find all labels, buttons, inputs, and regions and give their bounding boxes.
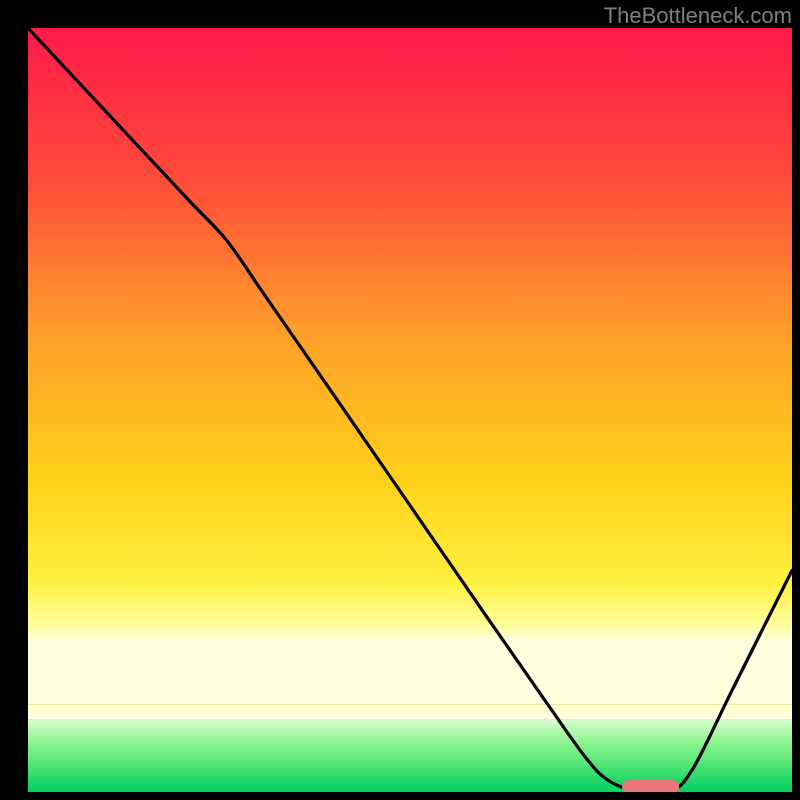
yellow-band: [28, 704, 792, 719]
optimal-marker: [622, 780, 679, 792]
green-band: [28, 719, 792, 792]
gradient-background: [28, 28, 792, 704]
plot-area: [28, 28, 792, 792]
watermark-text: TheBottleneck.com: [604, 3, 792, 29]
plot-svg: [28, 28, 792, 792]
